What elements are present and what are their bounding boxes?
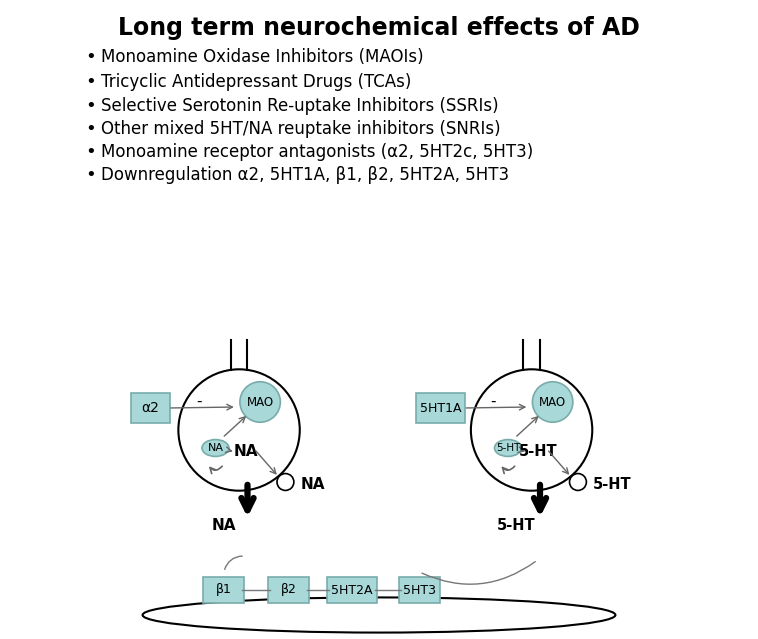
Text: •: • bbox=[85, 97, 96, 115]
Text: Monoamine receptor antagonists (α2, 5HT2c, 5HT3): Monoamine receptor antagonists (α2, 5HT2… bbox=[101, 143, 534, 161]
FancyBboxPatch shape bbox=[203, 577, 244, 603]
Text: NA: NA bbox=[301, 477, 325, 491]
Text: MAO: MAO bbox=[539, 396, 566, 408]
Ellipse shape bbox=[202, 440, 229, 456]
Text: •: • bbox=[85, 166, 96, 184]
FancyBboxPatch shape bbox=[399, 577, 440, 603]
Text: Monoamine Oxidase Inhibitors (MAOIs): Monoamine Oxidase Inhibitors (MAOIs) bbox=[101, 48, 424, 66]
Text: NA: NA bbox=[208, 443, 224, 453]
Text: 5-HT: 5-HT bbox=[593, 477, 631, 491]
Text: MAO: MAO bbox=[246, 396, 274, 408]
Text: •: • bbox=[85, 48, 96, 66]
Ellipse shape bbox=[494, 440, 522, 456]
FancyBboxPatch shape bbox=[131, 393, 170, 422]
Text: 5HT1A: 5HT1A bbox=[420, 401, 462, 415]
Text: 5HT3: 5HT3 bbox=[403, 583, 436, 596]
Circle shape bbox=[532, 381, 573, 422]
Text: 5HT2A: 5HT2A bbox=[331, 583, 373, 596]
Text: •: • bbox=[85, 143, 96, 161]
Text: NA: NA bbox=[233, 445, 258, 459]
Text: -: - bbox=[490, 394, 496, 408]
Text: •: • bbox=[85, 73, 96, 91]
Text: •: • bbox=[85, 120, 96, 138]
FancyBboxPatch shape bbox=[327, 577, 377, 603]
Text: Other mixed 5HT/NA reuptake inhibitors (SNRIs): Other mixed 5HT/NA reuptake inhibitors (… bbox=[101, 120, 501, 138]
Text: Selective Serotonin Re-uptake Inhibitors (SSRIs): Selective Serotonin Re-uptake Inhibitors… bbox=[101, 97, 499, 115]
Circle shape bbox=[240, 381, 280, 422]
Text: 5-HT: 5-HT bbox=[519, 445, 558, 459]
Text: Tricyclic Antidepressant Drugs (TCAs): Tricyclic Antidepressant Drugs (TCAs) bbox=[101, 73, 412, 91]
Text: -: - bbox=[196, 394, 202, 408]
Text: β1: β1 bbox=[216, 583, 232, 596]
FancyBboxPatch shape bbox=[268, 577, 309, 603]
FancyBboxPatch shape bbox=[415, 393, 465, 422]
Text: 5-HT: 5-HT bbox=[497, 518, 536, 532]
Text: α2: α2 bbox=[142, 401, 159, 415]
Text: 5-HT: 5-HT bbox=[496, 443, 520, 453]
Text: NA: NA bbox=[211, 518, 236, 532]
Text: Downregulation α2, 5HT1A, β1, β2, 5HT2A, 5HT3: Downregulation α2, 5HT1A, β1, β2, 5HT2A,… bbox=[101, 166, 509, 184]
Text: Long term neurochemical effects of AD: Long term neurochemical effects of AD bbox=[118, 16, 640, 40]
Text: β2: β2 bbox=[281, 583, 296, 596]
